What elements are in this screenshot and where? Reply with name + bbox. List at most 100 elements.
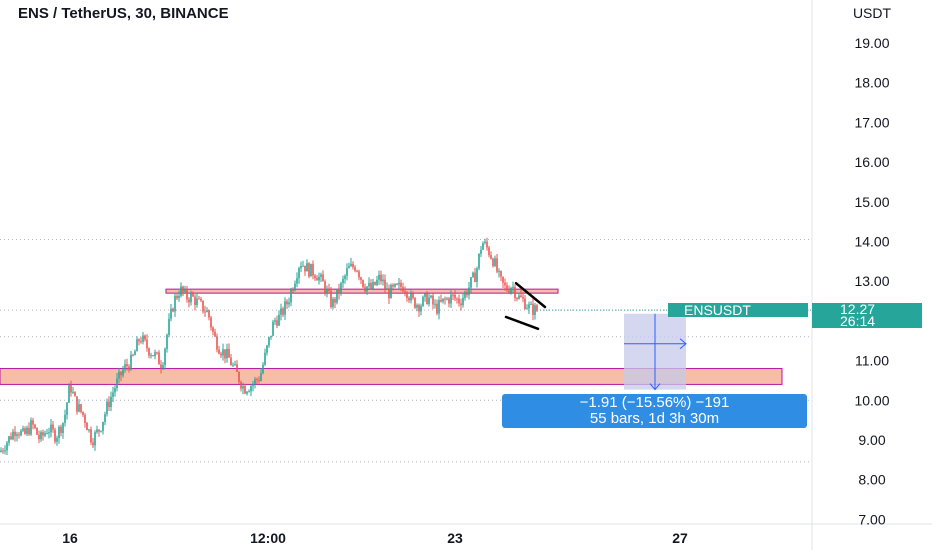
candle-body bbox=[28, 427, 30, 435]
candle-body bbox=[66, 402, 68, 415]
candle-body bbox=[210, 317, 212, 328]
price-tick-label: 17.00 bbox=[854, 114, 889, 130]
candle-body bbox=[462, 297, 464, 306]
candle-body bbox=[450, 294, 452, 304]
candle-body bbox=[338, 288, 340, 294]
candle-body bbox=[340, 283, 342, 294]
last-price: 12.27 bbox=[840, 301, 876, 317]
candle-body bbox=[26, 427, 28, 434]
candle-body bbox=[130, 354, 132, 370]
candle-body bbox=[268, 337, 270, 346]
candle-body bbox=[420, 306, 422, 312]
candle-body bbox=[256, 379, 258, 381]
candle-body bbox=[500, 271, 502, 277]
candle-body bbox=[52, 424, 54, 430]
candle-body bbox=[78, 404, 80, 412]
candle-body bbox=[76, 396, 78, 412]
price-tick-label: 9.00 bbox=[858, 432, 885, 448]
candle-body bbox=[84, 414, 86, 423]
candle-body bbox=[280, 308, 282, 315]
price-tick-label: 19.00 bbox=[854, 35, 889, 51]
candle-body bbox=[244, 385, 246, 394]
candle-body bbox=[214, 331, 216, 337]
candle-body bbox=[306, 263, 308, 272]
candle-body bbox=[186, 289, 188, 300]
price-tick-label: 16.00 bbox=[854, 154, 889, 170]
dotted-levels bbox=[0, 239, 812, 463]
candle-body bbox=[434, 303, 436, 305]
candle-body bbox=[260, 373, 262, 381]
measure-duration: 55 bars, 1d 3h 30m bbox=[589, 410, 720, 427]
candle-body bbox=[296, 278, 298, 284]
candle-body bbox=[400, 282, 402, 288]
candle-body bbox=[368, 282, 370, 287]
candle-body bbox=[110, 396, 112, 408]
candle-body bbox=[460, 303, 462, 306]
candle-body bbox=[236, 364, 238, 372]
candle-body bbox=[370, 282, 372, 289]
candle-body bbox=[188, 299, 190, 303]
candle-body bbox=[354, 267, 356, 271]
candle-body bbox=[310, 263, 312, 277]
candle-body bbox=[474, 272, 476, 282]
candle-body bbox=[436, 303, 438, 314]
chart-title: ENS / TetherUS, 30, BINANCE bbox=[18, 5, 229, 22]
candle-body bbox=[228, 348, 230, 358]
candle-body bbox=[126, 364, 128, 367]
candle-body bbox=[74, 392, 76, 397]
price-axis[interactable]: 19.0018.0017.0016.0015.0014.0013.0012.00… bbox=[854, 35, 889, 527]
candle-body bbox=[382, 279, 384, 282]
candle-body bbox=[328, 289, 330, 292]
candle-body bbox=[426, 293, 428, 305]
candle-body bbox=[16, 434, 18, 436]
price-tick-label: 13.00 bbox=[854, 273, 889, 289]
candle-body bbox=[150, 355, 152, 357]
candle-body bbox=[8, 436, 10, 443]
candle-body bbox=[360, 277, 362, 280]
candle-body bbox=[308, 263, 310, 277]
candle-body bbox=[458, 298, 460, 304]
candle-body bbox=[118, 371, 120, 379]
candle-body bbox=[482, 242, 484, 250]
candle-body bbox=[202, 300, 204, 312]
candle-body bbox=[504, 282, 506, 286]
time-tick-label: 16 bbox=[62, 530, 78, 546]
candle-body bbox=[264, 352, 266, 365]
candle-body bbox=[274, 320, 276, 322]
candle-body bbox=[512, 286, 514, 288]
candle-body bbox=[252, 383, 254, 387]
candle-body bbox=[304, 265, 306, 272]
candle-body bbox=[290, 289, 292, 303]
candle-body bbox=[182, 286, 184, 292]
candle-body bbox=[184, 289, 186, 292]
candle-body bbox=[10, 436, 12, 440]
candles bbox=[0, 237, 538, 455]
candle-body bbox=[470, 277, 472, 288]
candle-body bbox=[350, 263, 352, 267]
bar-countdown: 26:14 bbox=[840, 313, 876, 329]
candle-body bbox=[388, 288, 390, 299]
candle-body bbox=[526, 308, 528, 310]
candle-body bbox=[132, 354, 134, 356]
candle-body bbox=[322, 274, 324, 282]
candle-body bbox=[38, 434, 40, 440]
candle-body bbox=[254, 379, 256, 384]
candle-body bbox=[276, 320, 278, 326]
candle-body bbox=[14, 431, 16, 436]
candle-body bbox=[326, 289, 328, 293]
candle-body bbox=[374, 281, 376, 285]
candle-body bbox=[396, 283, 398, 285]
candle-body bbox=[58, 426, 60, 439]
candle-body bbox=[314, 275, 316, 279]
candle-body bbox=[92, 442, 94, 446]
time-axis[interactable]: 16 12:00 23 27 bbox=[62, 530, 688, 546]
candle-body bbox=[536, 305, 538, 311]
candle-body bbox=[112, 392, 114, 397]
candle-body bbox=[494, 258, 496, 266]
candle-body bbox=[412, 293, 414, 298]
candle-body bbox=[428, 297, 430, 305]
candle-body bbox=[162, 365, 164, 369]
candle-body bbox=[90, 429, 92, 443]
candle-body bbox=[70, 384, 72, 393]
